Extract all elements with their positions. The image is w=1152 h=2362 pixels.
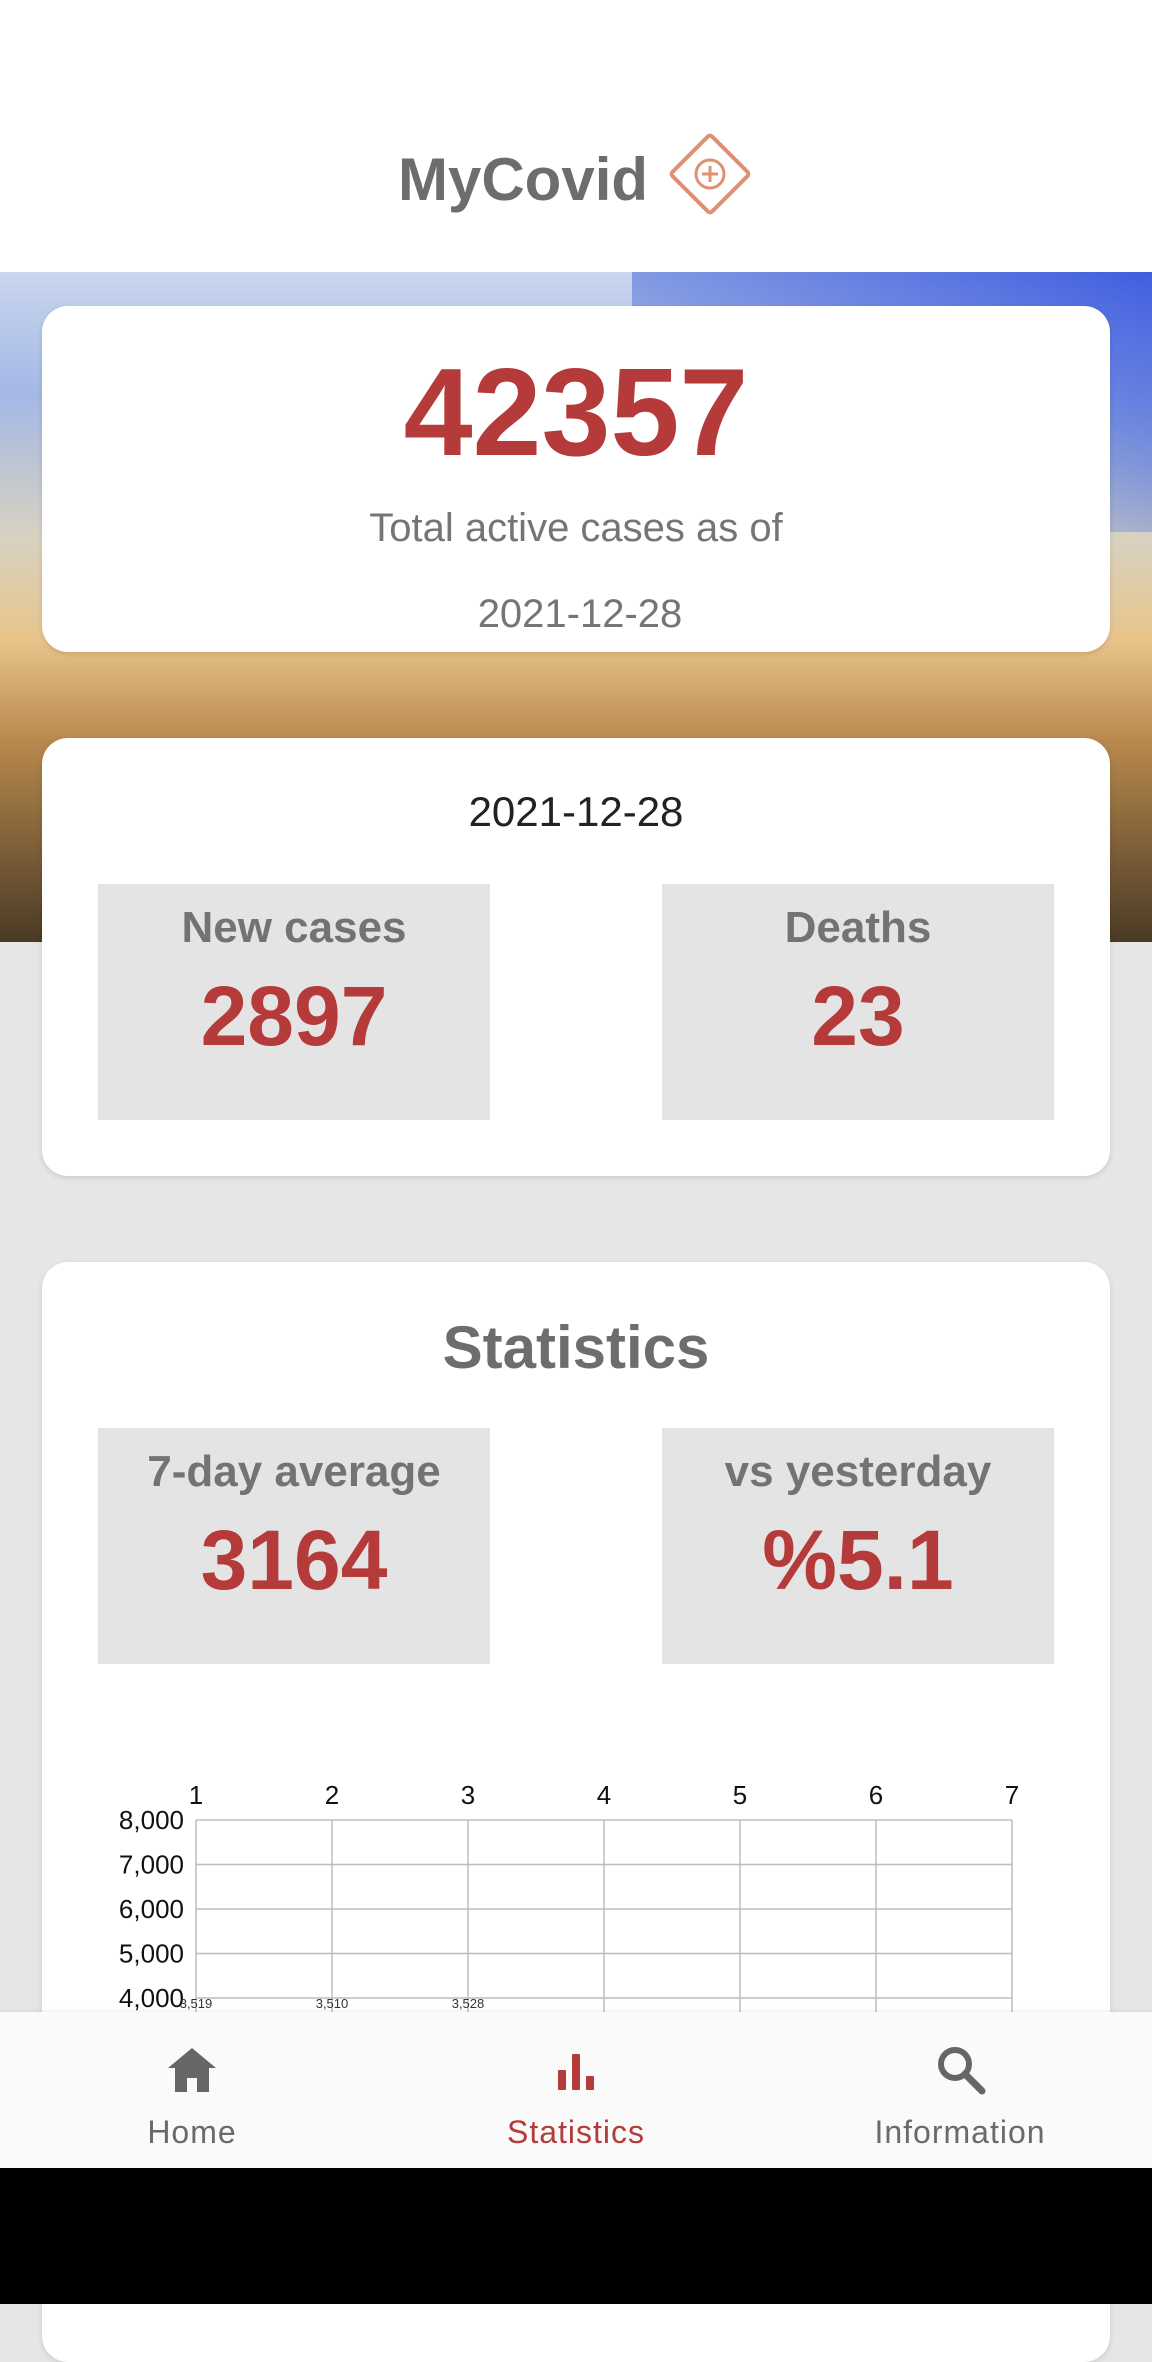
total-active-date: 2021-12-28: [477, 592, 683, 636]
y-tick-label: 4,000: [119, 1983, 184, 2012]
x-tick-label: 7: [1005, 1780, 1019, 1810]
y-tick-label: 5,000: [119, 1939, 184, 1969]
search-icon: [938, 2047, 986, 2095]
data-point-label: 3,528: [452, 1996, 485, 2011]
nav-item-home[interactable]: Home: [42, 2012, 342, 2168]
nav-label-home: Home: [147, 2114, 237, 2150]
new-cases-box: New cases 2897: [98, 884, 490, 1120]
total-active-value: 42357: [403, 344, 749, 482]
data-point-label: 3,519: [180, 1996, 213, 2011]
nav-item-statistics[interactable]: Statistics: [426, 2012, 726, 2168]
daily-card: 2021-12-28 New cases 2897 Deaths 23: [42, 738, 1110, 1176]
new-cases-value: 2897: [200, 969, 388, 1063]
app-header: MyCovid: [0, 0, 1152, 272]
plus-diamond-icon: [669, 133, 751, 215]
system-navigation-bar: [0, 2168, 1152, 2304]
x-tick-label: 3: [461, 1780, 475, 1810]
seven-day-line-chart: 8,000 7,000 6,000 5,000 4,000 1 2 3 4 5 6 7 3,519 3,5…: [119, 1780, 1019, 2012]
total-active-card: 42357 Total active cases as of 2021-12-2…: [42, 306, 1110, 652]
vs-yesterday-value: %5.1: [762, 1513, 954, 1607]
deaths-label: Deaths: [784, 903, 932, 952]
nav-label-information: Information: [874, 2114, 1046, 2150]
vs-yesterday-label: vs yesterday: [724, 1447, 992, 1496]
app-title: MyCovid: [398, 146, 649, 213]
bottom-navigation: Home Statistics Information: [0, 2012, 1152, 2168]
vs-yesterday-box: vs yesterday %5.1: [662, 1428, 1054, 1664]
seven-day-average-box: 7-day average 3164: [98, 1428, 490, 1664]
bar-chart-icon: [558, 2054, 594, 2090]
data-point-label: 3,510: [316, 1996, 349, 2011]
new-cases-label: New cases: [181, 903, 407, 952]
deaths-value: 23: [811, 969, 905, 1063]
y-tick-label: 8,000: [119, 1805, 184, 1835]
y-tick-label: 6,000: [119, 1894, 184, 1924]
x-tick-label: 5: [733, 1780, 747, 1810]
y-tick-label: 7,000: [119, 1850, 184, 1880]
x-tick-label: 6: [869, 1780, 883, 1810]
x-tick-label: 2: [325, 1780, 339, 1810]
nav-item-information[interactable]: Information: [810, 2012, 1110, 2168]
x-tick-label: 4: [597, 1780, 611, 1810]
deaths-box: Deaths 23: [662, 884, 1054, 1120]
seven-day-average-value: 3164: [200, 1513, 388, 1607]
statistics-title: Statistics: [442, 1314, 710, 1381]
total-active-label: Total active cases as of: [369, 506, 783, 550]
home-icon: [168, 2048, 216, 2092]
seven-day-average-label: 7-day average: [147, 1447, 441, 1496]
x-tick-label: 1: [189, 1780, 203, 1810]
daily-date: 2021-12-28: [468, 788, 684, 835]
nav-label-statistics: Statistics: [506, 2114, 646, 2150]
